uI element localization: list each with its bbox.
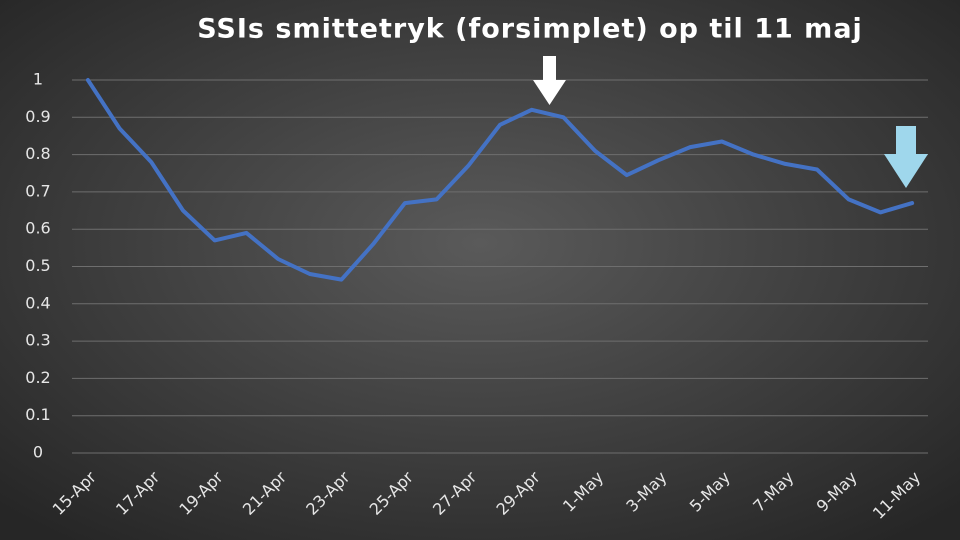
y-tick-label: 0 <box>33 443 43 462</box>
y-tick-label: 1 <box>33 70 43 89</box>
chart-title: SSIs smittetryk (forsimplet) op til 11 m… <box>197 14 863 45</box>
y-tick-label: 0.3 <box>25 331 50 350</box>
y-tick-label: 0.2 <box>25 368 50 387</box>
y-tick-label: 0.7 <box>25 181 50 200</box>
y-tick-label: 0.1 <box>25 405 50 424</box>
line-series <box>85 78 915 282</box>
y-tick-label: 0.6 <box>25 219 50 238</box>
y-tick-label: 0.9 <box>25 107 50 126</box>
y-tick-label: 0.8 <box>25 144 50 163</box>
y-tick-label: 0.5 <box>25 256 50 275</box>
arrow-white <box>533 56 566 105</box>
plot-area <box>85 78 915 282</box>
y-tick-label: 0.4 <box>25 293 50 312</box>
arrow-blue <box>884 126 928 188</box>
